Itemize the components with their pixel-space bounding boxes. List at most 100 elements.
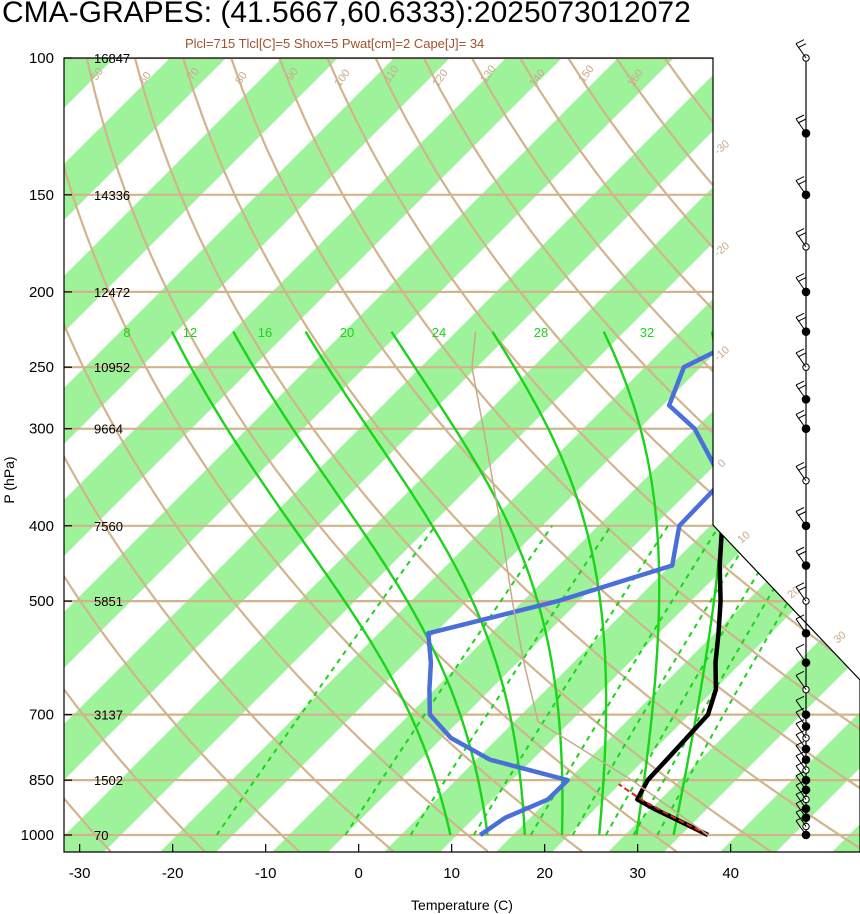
pressure-label: 200 <box>29 284 54 301</box>
dry-adiabat-label: 80 <box>233 70 250 87</box>
moist-adiabat-label: 24 <box>432 325 446 340</box>
side-temp-label: 30 <box>832 629 849 646</box>
stability-band <box>64 58 860 852</box>
moist-adiabat <box>491 330 608 836</box>
moist-adiabat-label: 16 <box>258 325 272 340</box>
stability-band <box>0 58 2 852</box>
wind-barb <box>795 582 807 602</box>
x-axis-label: Temperature (C) <box>411 897 513 913</box>
height-label: 5851 <box>94 594 123 609</box>
dry-adiabat <box>0 58 16 852</box>
wind-barb <box>795 816 807 836</box>
dry-adiabat <box>230 58 860 852</box>
dry-adiabat-label: 60 <box>137 70 154 87</box>
moist-adiabat <box>170 331 452 836</box>
mixing-ratio-line <box>656 525 834 836</box>
wind-barb <box>795 348 807 368</box>
moist-adiabat <box>304 330 526 836</box>
wind-barb <box>795 114 807 134</box>
chart-title: CMA-GRAPES: (41.5667,60.6333):2025073012… <box>2 0 691 29</box>
mixing-ratio-line <box>472 525 669 836</box>
pressure-label: 100 <box>29 50 54 67</box>
wind-barb <box>795 730 807 750</box>
dry-adiabat <box>278 58 860 852</box>
series-trace-3 <box>471 331 709 836</box>
series-trace-2 <box>618 783 709 836</box>
dry-adiabat <box>64 58 300 852</box>
dry-adiabat-label: 150 <box>576 63 596 85</box>
mixing-ratio-line <box>632 525 813 836</box>
mixing-ratio-line <box>215 525 437 836</box>
height-label: 3137 <box>94 708 123 723</box>
wind-barb <box>795 614 807 634</box>
wind-barb <box>795 380 807 400</box>
pressure-label: 250 <box>29 359 54 376</box>
pressure-label: 400 <box>29 518 54 535</box>
side-temp-label: 10 <box>736 529 753 546</box>
x-tick-label: -10 <box>255 865 277 882</box>
x-tick-label: -20 <box>162 865 184 882</box>
side-temp-label: -20 <box>712 240 732 259</box>
wind-barb <box>795 228 807 248</box>
wind-barb <box>795 273 807 293</box>
wind-barb <box>795 670 807 690</box>
height-label: 9664 <box>94 422 123 437</box>
side-temp-label: -10 <box>712 344 732 363</box>
wind-barb <box>795 807 807 827</box>
stability-band <box>64 58 338 852</box>
mixing-ratio-line <box>344 525 553 836</box>
dry-adiabat-label: 90 <box>284 66 301 83</box>
pressure-label: 700 <box>29 707 54 724</box>
pressure-label: 1000 <box>21 827 54 844</box>
moist-adiabat-label: 8 <box>123 325 130 340</box>
height-label: 1502 <box>94 773 123 788</box>
wind-barb <box>795 409 807 430</box>
stability-band <box>64 58 562 852</box>
pressure-label: 850 <box>29 772 54 789</box>
x-tick-label: 0 <box>354 865 362 882</box>
dry-adiabat <box>326 58 860 852</box>
moist-adiabat-label: 28 <box>534 325 548 340</box>
wind-barb <box>795 719 807 739</box>
mixing-ratio-line <box>571 525 758 836</box>
wind-barb <box>795 740 807 760</box>
x-tick-label: -30 <box>69 865 91 882</box>
side-temp-label: -30 <box>712 138 732 157</box>
wind-barb <box>795 643 807 663</box>
dry-adiabat <box>374 58 860 852</box>
stability-band <box>272 58 860 852</box>
dry-adiabat-label: 50 <box>89 66 106 83</box>
height-label: 70 <box>94 828 108 843</box>
stability-band <box>64 58 674 852</box>
height-label: 10952 <box>94 360 130 375</box>
y-axis-label: P (hPa) <box>1 456 17 503</box>
x-tick-label: 30 <box>629 865 646 882</box>
dry-adiabat-label: 100 <box>332 67 352 89</box>
wind-barb <box>795 707 807 727</box>
dry-adiabat-label: 70 <box>185 66 202 83</box>
chart-subtitle: Plcl=715 Tlcl[C]=5 Shox=5 Pwat[cm]=2 Cap… <box>185 36 485 51</box>
wind-barb <box>795 798 807 818</box>
height-label: 14336 <box>94 188 130 203</box>
wind-barb <box>795 461 807 482</box>
stability-band <box>64 58 786 852</box>
wind-barb <box>795 176 807 196</box>
side-temp-label: 0 <box>716 457 728 470</box>
height-label: 7560 <box>94 519 123 534</box>
pressure-label: 150 <box>29 187 54 204</box>
wind-barb <box>795 312 807 332</box>
pressure-label: 300 <box>29 421 54 438</box>
moist-adiabat-label: 12 <box>183 325 197 340</box>
wind-barb <box>795 507 807 527</box>
height-label: 12472 <box>94 285 130 300</box>
stability-band <box>496 58 860 852</box>
dry-adiabat <box>64 58 206 852</box>
wind-barb <box>795 695 807 715</box>
wind-barb <box>795 39 807 59</box>
dry-adiabat <box>422 58 860 852</box>
moist-adiabat-label: 32 <box>640 325 654 340</box>
dry-adiabat <box>64 58 395 852</box>
dry-adiabat <box>64 58 583 852</box>
moist-adiabat <box>232 331 489 836</box>
mixing-ratio-line <box>529 525 721 836</box>
